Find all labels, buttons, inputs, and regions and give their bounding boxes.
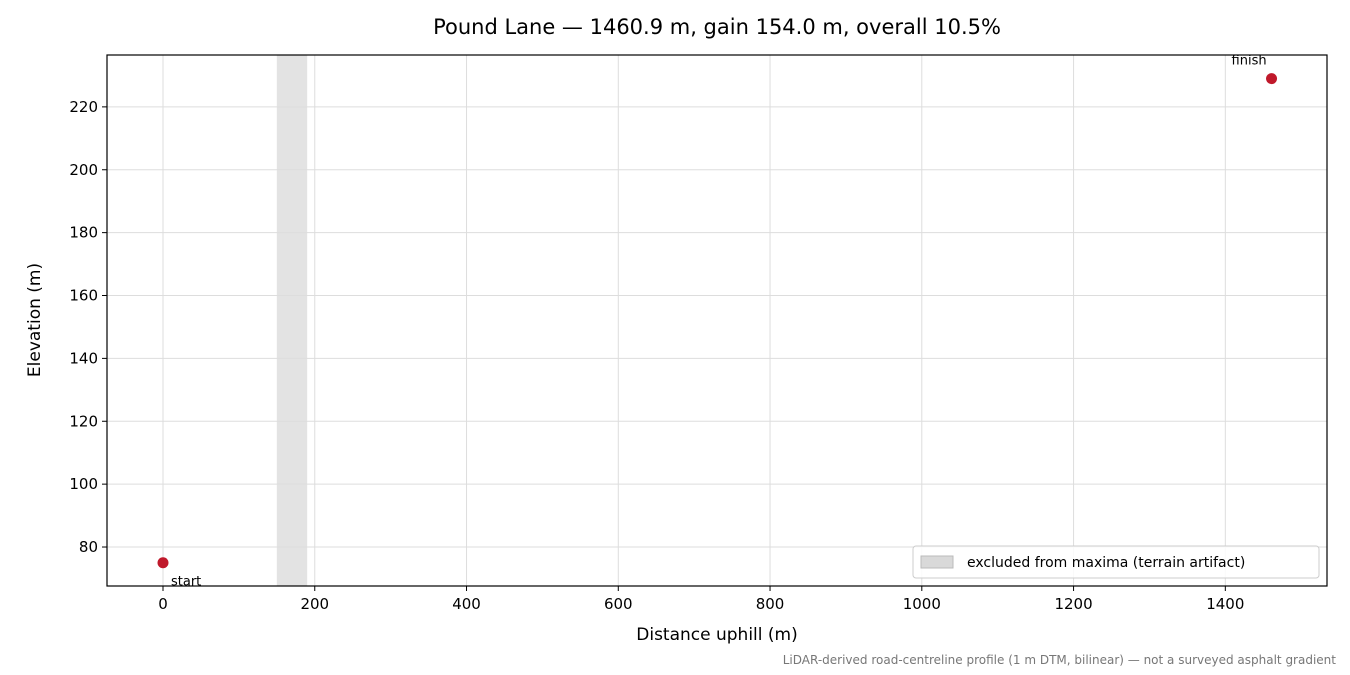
y-tick-label: 200 [69, 161, 98, 179]
endpoint-marker [157, 557, 169, 569]
x-tick-label: 600 [604, 595, 633, 613]
x-tick-label: 1000 [903, 595, 941, 613]
y-tick-label: 180 [69, 224, 98, 242]
y-tick-label: 120 [69, 412, 98, 430]
endpoint-marker [1266, 73, 1278, 85]
y-tick-label: 220 [69, 98, 98, 116]
y-tick-label: 100 [69, 475, 98, 493]
footnote: LiDAR-derived road-centreline profile (1… [783, 653, 1337, 667]
legend-label: excluded from maxima (terrain artifact) [967, 555, 1245, 571]
x-tick-label: 1200 [1054, 595, 1092, 613]
legend-box [912, 545, 1320, 579]
x-tick-label: 200 [300, 595, 329, 613]
y-tick-label: 140 [69, 349, 98, 367]
legend-swatch [920, 555, 954, 569]
plot-frame [106, 54, 1328, 587]
y-axis-label: Elevation (m) [25, 263, 45, 377]
marker-label: start [171, 575, 201, 590]
chart-title: Pound Lane — 1460.9 m, gain 154.0 m, ove… [433, 15, 1001, 39]
y-tick-label: 160 [69, 287, 98, 305]
marker-label: finish [1232, 54, 1267, 69]
y-tick-label: 80 [79, 538, 98, 556]
x-axis-label: Distance uphill (m) [636, 625, 797, 645]
x-tick-label: 400 [452, 595, 481, 613]
x-tick-label: 800 [756, 595, 785, 613]
x-tick-label: 1400 [1206, 595, 1244, 613]
excluded-band [276, 55, 308, 586]
x-tick-label: 0 [158, 595, 168, 613]
